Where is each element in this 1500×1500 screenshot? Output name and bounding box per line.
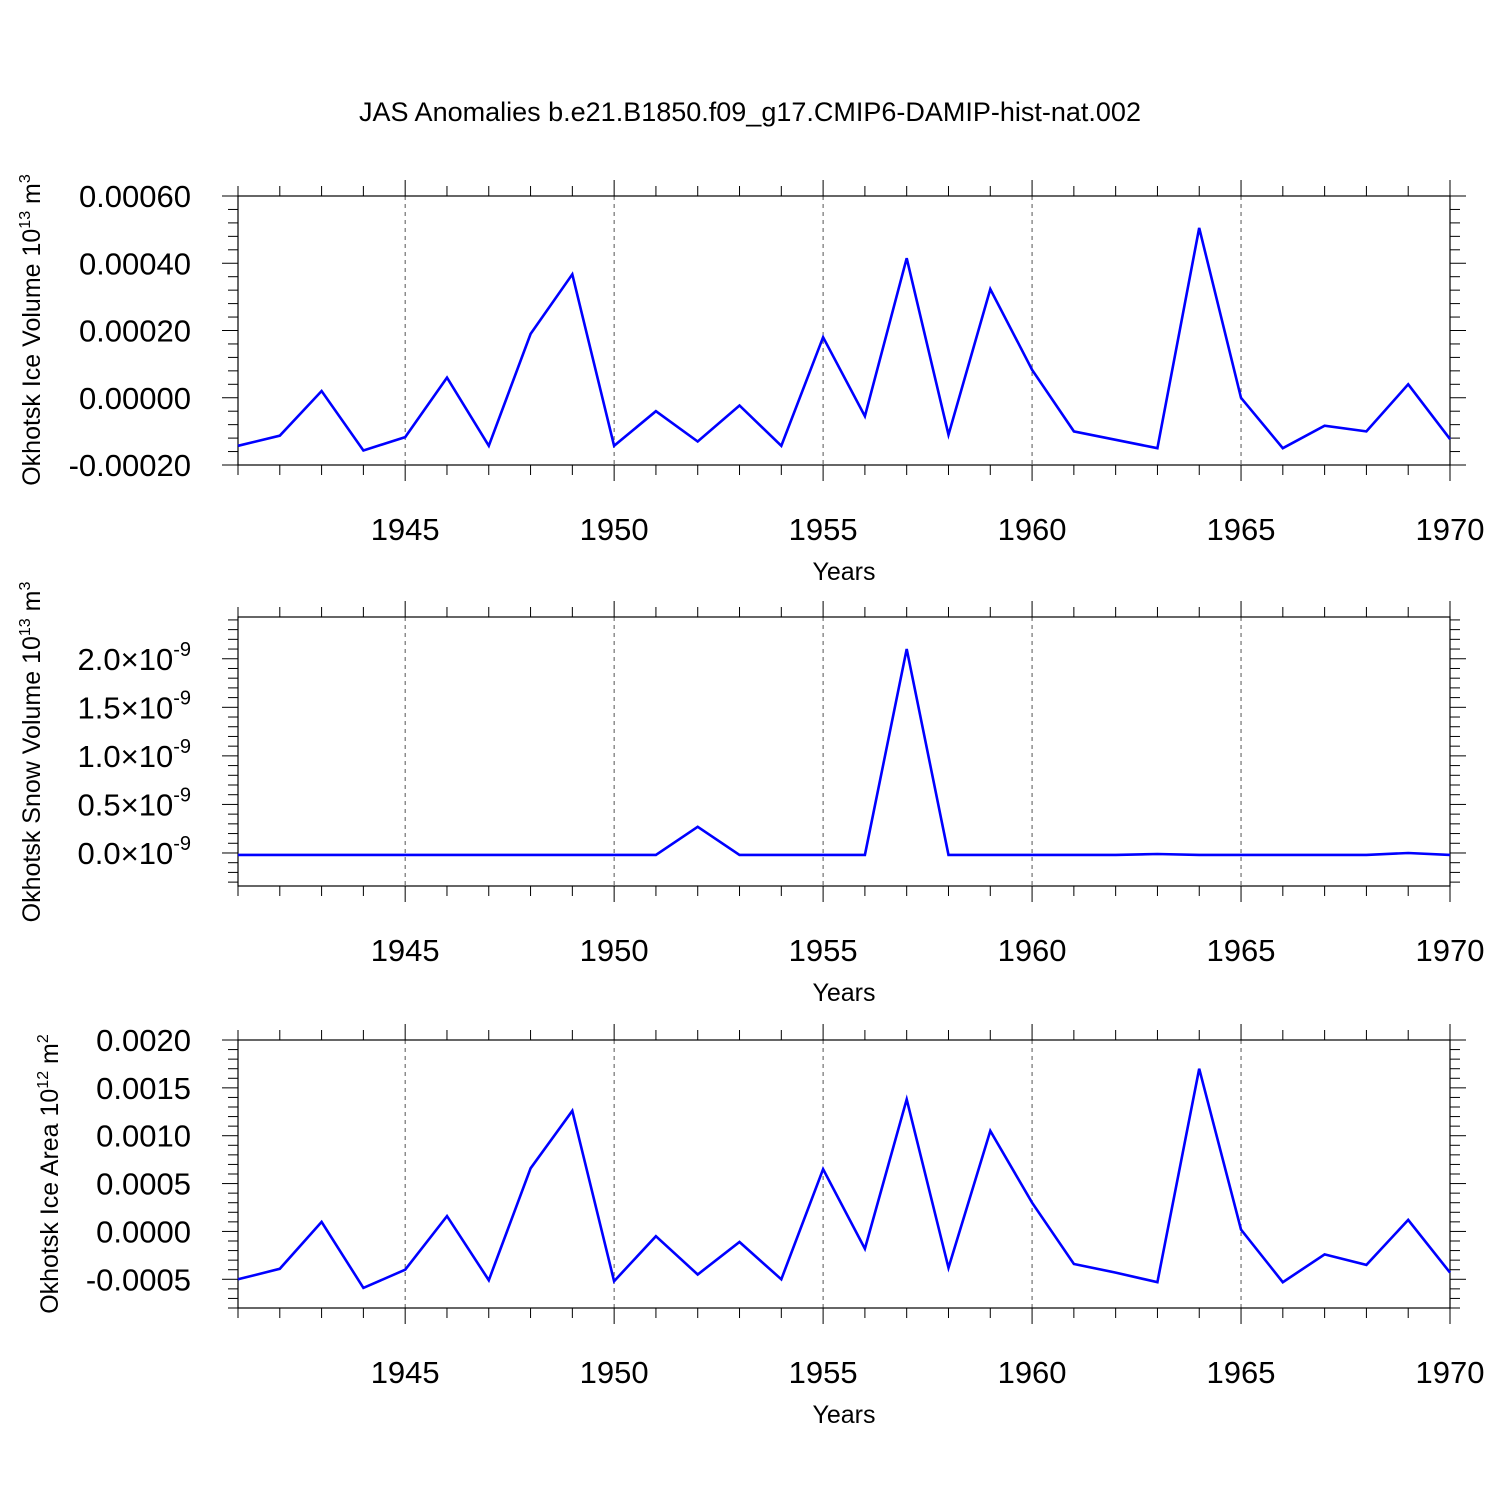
x-tick-label: 1955 — [789, 1355, 858, 1390]
y-tick-mantissa: 1.0 — [78, 739, 121, 774]
y-tick-exponent: -9 — [173, 784, 191, 806]
x-axis-label: Years — [812, 558, 875, 586]
y-axis-label-exponent: 13 — [17, 211, 34, 229]
y-tick-exponent: -9 — [173, 833, 191, 855]
y-tick-times: × — [121, 739, 139, 774]
y-axis-label-unit: m — [18, 591, 46, 619]
y-tick-label: 0.0005 — [96, 1167, 191, 1202]
y-tick-mantissa: 2.0 — [78, 642, 121, 677]
x-axis-label: Years — [812, 979, 875, 1007]
series-line — [238, 648, 1451, 857]
x-tick-label: 1945 — [371, 1355, 440, 1390]
y-tick-label: -0.00020 — [69, 448, 191, 483]
y-tick-times: × — [121, 690, 139, 725]
y-axis-label-exponent: 13 — [17, 618, 34, 636]
y-tick-label: 1.0×10-9 — [78, 736, 192, 774]
y-tick-label: 0.0020 — [96, 1023, 191, 1058]
y-axis-label-text: Okhotsk Snow Volume 10 — [18, 636, 46, 922]
y-tick-times: × — [121, 836, 139, 871]
panel-2: 0.0×10-90.5×10-91.0×10-91.5×10-92.0×10-9… — [17, 582, 1484, 1007]
panels: -0.00020 0.00000 0.00020 0.00040 0.00060 1945… — [17, 174, 1484, 1429]
x-tick-label: 1970 — [1416, 1355, 1485, 1390]
y-tick-label: 0.5×10-9 — [78, 784, 192, 822]
y-axis-label-unit: m — [36, 1043, 64, 1071]
x-tick-label: 1955 — [789, 933, 858, 968]
x-tick-label: 1950 — [580, 933, 649, 968]
x-tick-label: 1950 — [580, 512, 649, 547]
y-tick-mantissa: 0.5 — [78, 787, 121, 822]
y-tick-times: × — [121, 642, 139, 677]
x-tick-label: 1970 — [1416, 933, 1485, 968]
series-line — [237, 227, 1452, 453]
y-axis-label-text: Okhotsk Ice Area 10 — [36, 1089, 64, 1314]
x-tick-label: 1960 — [998, 933, 1067, 968]
y-tick-exponent: -9 — [173, 687, 191, 709]
x-tick-label: 1955 — [789, 512, 858, 547]
y-tick-label: 0.00000 — [79, 381, 191, 416]
plot-frame — [237, 616, 1451, 887]
y-tick-base: 10 — [139, 787, 173, 822]
y-tick-label: 2.0×10-9 — [78, 639, 192, 677]
y-tick-exponent: -9 — [173, 639, 191, 661]
x-axis-label: Years — [812, 1401, 875, 1429]
x-tick-label: 1945 — [371, 933, 440, 968]
y-tick-exponent: -9 — [173, 736, 191, 758]
y-tick-label: 0.0015 — [96, 1071, 191, 1106]
x-tick-label: 1970 — [1416, 512, 1485, 547]
y-tick-label: 0.0×10-9 — [78, 833, 192, 871]
x-tick-label: 1945 — [371, 512, 440, 547]
panel-3: -0.0005 0.0000 0.0005 0.0010 0.0015 0.0020 194… — [35, 1023, 1484, 1429]
y-tick-times: × — [121, 787, 139, 822]
panel-1: -0.00020 0.00000 0.00020 0.00040 0.00060 1945… — [17, 174, 1484, 586]
x-tick-label: 1960 — [998, 512, 1067, 547]
y-tick-base: 10 — [139, 739, 173, 774]
y-axis-label-exponent: 12 — [35, 1071, 52, 1089]
y-tick-base: 10 — [139, 690, 173, 725]
y-axis-label-unit: m — [18, 183, 46, 211]
figure-title: JAS Anomalies b.e21.B1850.f09_g17.CMIP6-… — [359, 97, 1141, 127]
y-axis-label-unit-exponent: 3 — [17, 174, 34, 183]
y-tick-base: 10 — [139, 836, 173, 871]
y-tick-mantissa: 0.0 — [78, 836, 121, 871]
x-tick-label: 1965 — [1207, 933, 1276, 968]
y-axis-label: Okhotsk Snow Volume 1013 m3 — [17, 582, 46, 923]
x-tick-label: 1960 — [998, 1355, 1067, 1390]
y-tick-label: 0.00060 — [79, 179, 191, 214]
y-tick-label: 0.00020 — [79, 314, 191, 349]
y-axis-label-unit-exponent: 2 — [35, 1034, 52, 1043]
plot-frame — [237, 195, 1451, 466]
y-tick-base: 10 — [139, 642, 173, 677]
y-tick-label: 0.00040 — [79, 246, 191, 281]
y-tick-label: 0.0000 — [96, 1214, 191, 1249]
y-axis-label-unit-exponent: 3 — [17, 582, 34, 591]
y-axis-label: Okhotsk Ice Area 1012 m2 — [35, 1034, 64, 1314]
x-tick-label: 1965 — [1207, 1355, 1276, 1390]
y-tick-label: -0.0005 — [86, 1262, 191, 1297]
y-axis-label: Okhotsk Ice Volume 1013 m3 — [17, 174, 46, 486]
y-tick-mantissa: 1.5 — [78, 690, 121, 725]
series-line — [237, 1068, 1452, 1290]
x-tick-label: 1950 — [580, 1355, 649, 1390]
y-tick-label: 1.5×10-9 — [78, 687, 192, 725]
x-tick-label: 1965 — [1207, 512, 1276, 547]
y-tick-label: 0.0010 — [96, 1119, 191, 1154]
plot-frame — [237, 1039, 1451, 1309]
y-axis-label-text: Okhotsk Ice Volume 10 — [18, 229, 46, 486]
